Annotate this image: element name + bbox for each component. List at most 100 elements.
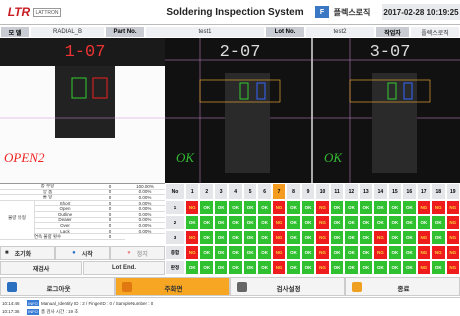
result-cell: OK	[214, 215, 228, 230]
result-cell: OK	[243, 230, 257, 245]
row-header: 3	[165, 230, 185, 245]
nav-label: 검사설정	[251, 278, 326, 296]
column-header: 6	[257, 183, 271, 200]
result-cell: NG	[272, 245, 286, 260]
result-cell: OK	[243, 260, 257, 275]
camera-id: 1-07	[40, 41, 130, 63]
nav-button[interactable]: 검사설정	[230, 277, 345, 296]
nav-button[interactable]: 로그아웃	[0, 277, 115, 296]
part: test1	[145, 26, 265, 38]
nav-icon	[122, 282, 132, 292]
result-cell: NG	[315, 200, 329, 215]
result-cell: OK	[228, 230, 242, 245]
reset-button[interactable]: ■초기화	[0, 246, 55, 260]
result-cell: NG	[446, 215, 460, 230]
result-cell: OK	[199, 230, 213, 245]
column-header: 9	[301, 183, 315, 200]
column-header: 15	[388, 183, 402, 200]
nav-icon	[352, 282, 362, 292]
result-cell: OK	[185, 260, 199, 275]
lot-label: Lot No.	[265, 26, 305, 38]
column-header: 13	[359, 183, 373, 200]
model-label: 모 델	[0, 26, 30, 38]
result-cell: OK	[373, 200, 387, 215]
result-cell: OK	[359, 215, 373, 230]
camera-result: OK	[318, 150, 348, 166]
result-cell: NG	[185, 200, 199, 215]
nav-label: 주화면	[136, 278, 211, 296]
result-cell: OK	[301, 260, 315, 275]
result-cell: OK	[301, 245, 315, 260]
result-cell: OK	[388, 245, 402, 260]
column-header: 19	[446, 183, 460, 200]
result-cell: OK	[243, 245, 257, 260]
column-header: 5	[243, 183, 257, 200]
log-panel: 10:14:46INFOManual_Identity ID : 2 / Fin…	[0, 297, 460, 316]
result-cell: OK	[301, 200, 315, 215]
nav-button[interactable]: 주화면	[115, 277, 230, 296]
result-cell: OK	[257, 245, 271, 260]
result-cell: NG	[272, 215, 286, 230]
recheck-button[interactable]: 재검사	[0, 261, 82, 275]
result-cell: OK	[228, 245, 242, 260]
result-cell: NG	[272, 230, 286, 245]
column-header: 1	[185, 183, 199, 200]
result-cell: OK	[330, 245, 344, 260]
cable	[372, 73, 417, 173]
column-header: 3	[214, 183, 228, 200]
result-cell: OK	[257, 215, 271, 230]
column-header: 2	[199, 183, 213, 200]
result-cell: OK	[199, 200, 213, 215]
row-header: 1	[165, 200, 185, 215]
result-cell: NG	[417, 260, 431, 275]
nav-bar: 로그아웃 주화면 검사설정 종료	[0, 277, 460, 296]
result-cell: OK	[417, 215, 431, 230]
result-cell: OK	[388, 260, 402, 275]
log-message: Manual_Identity ID : 2 / FingerID : 0 / …	[41, 299, 341, 307]
result-cell: OK	[286, 200, 300, 215]
result-cell: OK	[301, 230, 315, 245]
result-cell: NG	[315, 245, 329, 260]
result-cell: NG	[373, 245, 387, 260]
result-cell: OK	[257, 200, 271, 215]
lot-end-button[interactable]: Lot End.	[83, 261, 165, 275]
camera-image	[55, 66, 115, 138]
row-header: 판정	[165, 260, 185, 275]
result-cell: OK	[388, 200, 402, 215]
camera-result: OPEN2	[4, 150, 64, 166]
stop-button[interactable]: ●정지	[110, 246, 165, 260]
button-label: 정지	[137, 249, 148, 258]
result-cell: OK	[185, 215, 199, 230]
result-cell: OK	[214, 230, 228, 245]
start-button[interactable]: ●시작	[55, 246, 110, 260]
worker-label: 작업자	[375, 26, 410, 38]
row-header: 종합	[165, 245, 185, 260]
result-cell: NG	[446, 200, 460, 215]
column-header: 7	[272, 183, 286, 200]
nav-button[interactable]: 종료	[345, 277, 460, 296]
camera-result: OK	[170, 150, 200, 166]
button-label: 시작	[82, 249, 93, 258]
camera-id: 3-07	[350, 41, 430, 63]
column-header: 8	[286, 183, 300, 200]
log-level: INFO	[27, 309, 39, 315]
nav-label: 종료	[366, 278, 441, 296]
result-cell: OK	[330, 215, 344, 230]
log-time: 10:14:46	[2, 299, 26, 307]
result-cell: NG	[315, 230, 329, 245]
column-header: 10	[315, 183, 329, 200]
log-message: 총 검사 시간 : 19 초	[41, 308, 341, 316]
result-cell: NG	[431, 200, 445, 215]
grid-header: No	[165, 183, 185, 200]
result-cell: OK	[214, 245, 228, 260]
column-header: 11	[330, 183, 344, 200]
result-cell: OK	[243, 200, 257, 215]
model: RADIAL_B	[30, 26, 105, 38]
result-cell: NG	[446, 230, 460, 245]
nav-icon	[7, 282, 17, 292]
result-cell: OK	[257, 230, 271, 245]
result-cell: NG	[185, 230, 199, 245]
button-label: 초기화	[15, 249, 32, 258]
